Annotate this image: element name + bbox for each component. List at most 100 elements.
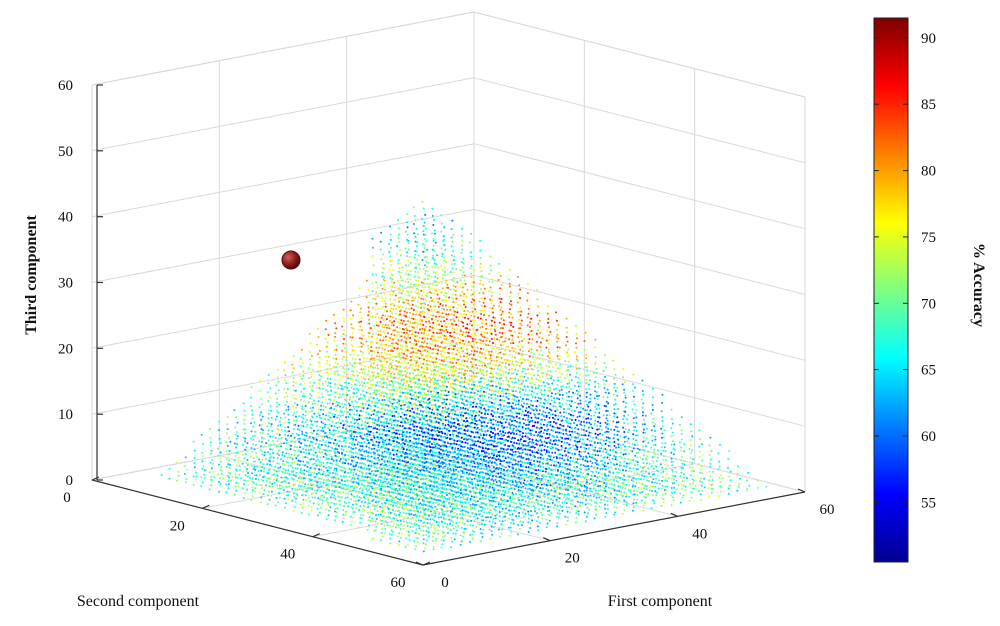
data-point [375,393,378,396]
data-point [379,519,381,522]
data-point [274,504,277,507]
data-point [432,239,435,242]
data-point [472,276,475,279]
data-point [498,293,501,295]
data-point [387,344,390,347]
data-point [364,497,367,500]
data-point [284,429,286,432]
data-point [416,377,419,380]
data-point [446,510,449,513]
data-point [428,522,431,525]
data-point [466,395,469,398]
data-point [293,492,295,495]
data-point [380,402,382,405]
data-point [470,294,473,297]
data-point [276,474,279,477]
data-point [353,499,356,502]
data-point [497,356,500,359]
data-point [301,407,303,410]
data-point [357,456,360,459]
data-point [287,426,290,429]
data-point [311,402,314,405]
data-point [452,309,455,312]
data-point [334,395,337,398]
data-point [270,455,273,458]
data-point [397,305,400,308]
data-point [436,352,439,355]
data-point [291,432,294,435]
data-point [482,374,485,377]
data-point [357,431,359,434]
data-point [482,519,485,522]
data-point [417,283,420,286]
data-point [463,343,466,345]
data-point [330,501,333,504]
data-point [422,522,425,525]
data-point [461,248,464,251]
data-point [508,278,510,281]
data-point [352,474,355,477]
data-point [226,428,229,431]
data-point [322,465,325,468]
data-point [354,461,357,464]
data-point [234,426,237,429]
data-point [367,369,370,372]
data-point [361,337,363,340]
data-point [449,368,452,371]
data-point [195,475,198,478]
data-point [193,457,196,459]
data-point [246,468,248,470]
data-point [219,460,222,463]
data-point [352,405,355,408]
data-point [370,425,373,428]
data-point [322,439,325,442]
data-point [374,401,377,404]
data-point [349,463,352,466]
data-point [444,534,447,537]
data-point [414,421,417,424]
data-point [413,232,416,235]
data-point [301,395,304,398]
data-point [384,528,387,530]
data-point [390,426,392,429]
data-point [226,474,229,477]
data-point [392,345,395,348]
data-point [353,392,356,395]
data-point [381,355,384,358]
data-point [480,309,482,312]
data-point [471,363,474,366]
data-point [291,458,294,461]
data-point [441,535,444,538]
data-point [398,442,401,444]
data-point [352,516,355,519]
data-point [443,308,445,311]
data-point [363,356,366,359]
data-point [342,426,344,429]
data-point [284,416,287,419]
data-point [422,367,425,370]
data-point [322,486,325,489]
data-point [459,534,462,537]
data-point [461,333,464,336]
data-point [451,524,454,527]
data-point [357,466,360,469]
data-point [359,406,362,408]
data-point [423,358,425,361]
data-point [375,514,377,516]
data-point [418,527,421,530]
data-point [342,367,345,369]
data-point [269,387,272,390]
data-point [292,355,295,358]
data-point [458,411,461,414]
data-point [309,385,312,388]
data-point [403,473,406,476]
data-point [292,509,295,512]
data-point [299,375,302,378]
data-point [400,523,403,526]
data-point [353,435,356,438]
data-point [415,283,418,286]
data-point [354,400,357,403]
data-point [354,455,357,458]
data-point [479,342,482,345]
data-point [300,398,302,401]
